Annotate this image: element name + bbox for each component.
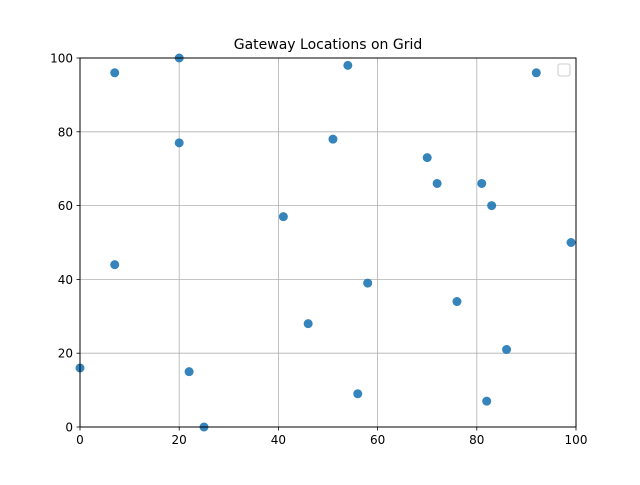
- x-tick-label: 0: [76, 433, 84, 447]
- gateway-point: [566, 238, 576, 247]
- gateway-point: [363, 278, 373, 288]
- x-tick-label: 60: [370, 433, 385, 447]
- gateway-point: [482, 396, 492, 406]
- legend-box: [557, 63, 571, 77]
- gateway-point: [353, 389, 363, 399]
- gateway-point: [110, 260, 120, 270]
- x-tick-label: 80: [469, 433, 484, 447]
- gateway-point: [278, 212, 288, 222]
- gateway-point: [303, 319, 313, 329]
- x-axis-ticks: 0 20 40 60 80 100: [76, 427, 587, 447]
- gateway-point: [531, 68, 541, 78]
- chart-title: Gateway Locations on Grid: [234, 37, 423, 53]
- x-tick-label: 40: [271, 433, 286, 447]
- x-tick-label: 100: [565, 433, 588, 447]
- gateway-point: [422, 153, 432, 163]
- gateway-point: [502, 345, 512, 355]
- gateway-point: [184, 367, 194, 377]
- y-tick-label: 0: [65, 421, 73, 435]
- y-axis-ticks: 0 20 40 60 80 100: [50, 52, 80, 435]
- plot-frame: [79, 57, 577, 428]
- grid-lines: [79, 57, 577, 428]
- y-tick-label: 20: [58, 347, 73, 361]
- gateway-point: [174, 138, 184, 148]
- gateway-point: [343, 60, 353, 70]
- gateway-point: [452, 297, 462, 307]
- data-points: [75, 53, 576, 432]
- y-tick-label: 60: [58, 199, 73, 213]
- gateway-point: [432, 178, 442, 188]
- gateway-point: [110, 68, 120, 78]
- gateway-point: [328, 134, 338, 144]
- y-tick-label: 100: [50, 52, 73, 66]
- gateway-point: [477, 178, 487, 188]
- gateway-point: [487, 201, 497, 211]
- y-tick-label: 40: [58, 273, 73, 287]
- x-tick-label: 20: [172, 433, 187, 447]
- y-tick-label: 80: [58, 125, 73, 139]
